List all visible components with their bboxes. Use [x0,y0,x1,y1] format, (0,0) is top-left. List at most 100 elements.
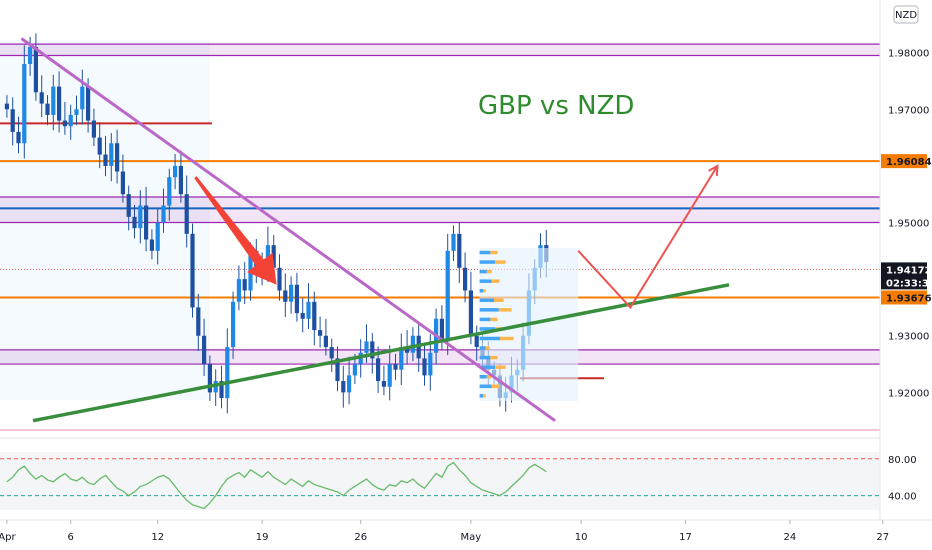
candle [399,333,404,386]
candle-body [144,205,149,240]
candle [242,262,247,305]
time-tick-label: 10 [575,532,588,543]
candle-body [364,341,369,353]
volume-bar-buy [479,384,492,389]
candle-body [28,46,33,64]
candle [468,271,473,345]
candle [323,318,328,356]
time-tick-label: 19 [256,532,269,543]
candle [231,291,236,359]
candle [463,252,468,303]
price-tag-bg [881,290,927,305]
rsi-tick-label: 80.00 [888,455,917,466]
time-axis[interactable]: Apr 6 12 19 26 May 10 17 24 27 [0,520,889,543]
level-band-0 [0,44,880,56]
volume-bar-buy [479,327,496,331]
candle-body [167,177,172,206]
red-arrow-down [194,176,277,285]
candle-body [422,358,427,376]
candle [207,355,212,401]
candle-body [225,347,230,399]
candle [184,175,189,248]
candle [149,229,154,260]
volume-bar-buy [479,374,487,379]
candle-body [68,114,73,127]
time-tick-label: 12 [151,532,164,543]
candle-body [202,335,207,365]
candle-body [399,347,404,370]
price-axis[interactable]: 1.98000 1.97000 1.95000 1.93000 1.92000 [888,49,929,400]
volume-bar-buy [479,355,491,360]
candle-body [393,364,398,370]
price-tick-label: 1.97000 [888,105,929,116]
volume-bar-sell [498,308,512,312]
candle [155,208,160,265]
price-tag-label: 1.96084 [886,157,932,168]
candle [393,353,398,380]
candle-body [468,290,473,336]
price-tag: 1.96084 [881,154,932,169]
time-tick-label: 27 [876,532,889,543]
candle [161,188,166,233]
volume-bar-sell [486,374,492,379]
volume-bar-sell [491,384,500,389]
price-tag: 1.94172 [881,262,932,277]
candle [347,356,352,405]
candle-body [329,347,334,359]
candle [294,272,299,322]
candle [277,254,282,301]
candle-body [445,250,450,342]
candle-body [428,352,433,376]
candle-body [451,233,456,251]
candle-body [57,86,62,121]
volume-bar-buy [479,317,491,322]
currency-label: NZD [895,10,917,21]
price-tick-label: 1.93000 [888,332,929,343]
currency-button[interactable]: NZD [893,5,919,24]
candle-body [323,335,328,348]
candle-body [242,279,247,291]
candle [45,95,50,126]
candle [178,150,183,203]
volume-bar-sell [500,336,514,341]
candle [4,95,9,118]
candle [167,168,172,221]
candle [115,129,120,184]
candle [474,325,479,361]
candle [144,186,149,252]
candle [120,154,125,203]
candle-body [33,46,38,93]
candle-body [457,233,462,268]
candle-body [474,335,479,348]
volume-bar-buy [479,260,496,264]
candle [236,265,241,311]
volume-bar-sell [491,279,500,283]
candle [381,365,386,396]
candle-body [16,131,21,144]
price-tag-label: 02:33:34 [886,278,932,289]
candle [329,338,334,372]
candle [196,293,201,352]
candle-body [62,120,67,127]
candle-body [410,335,415,353]
candle-body [219,381,224,399]
candle-body [352,364,357,376]
candle-body [178,165,183,195]
volume-bar-sell [485,346,490,350]
candle-body [312,301,317,331]
volume-bar-sell [494,298,504,303]
volume-bar-sell [490,317,498,322]
price-tick-label: 1.92000 [888,388,929,399]
candle-body [80,86,85,110]
volume-bar-sell [495,365,506,369]
time-tick-label: 26 [354,532,367,543]
chart-title: GBP vs NZD [478,91,634,121]
rsi-pane [0,458,880,510]
candle [173,153,178,190]
candle-body [306,301,311,319]
candle-body [4,103,9,110]
price-tags: 1.96084 1.94172 02:33:34 1.93676 [881,154,932,305]
candle [225,328,230,414]
candle-body [370,341,375,359]
